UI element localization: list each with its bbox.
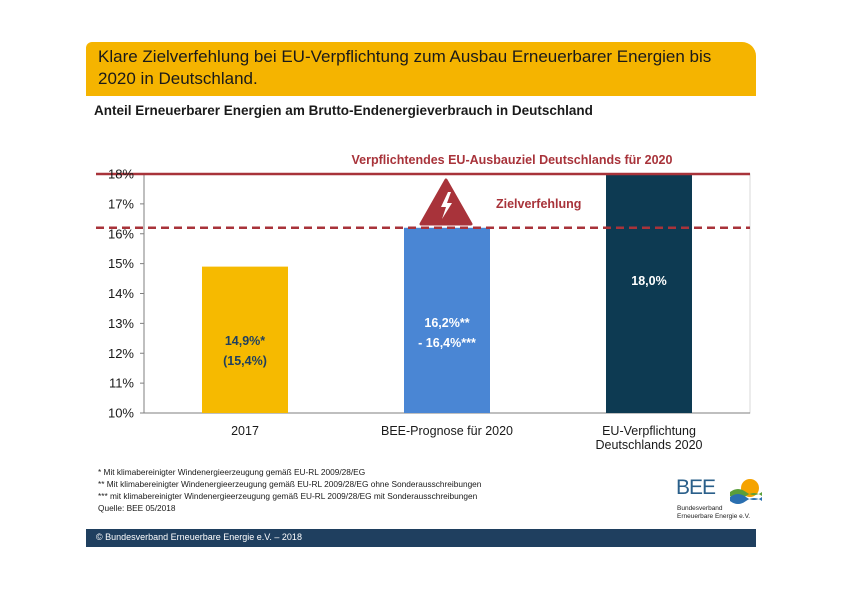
data-label: (15,4%) [223,354,267,368]
footnote-2: ** Mit klimabereinigter Windenergieerzeu… [98,479,482,489]
forecast-line-label: Zielverfehlung [496,197,581,211]
y-tick-label: 14% [108,286,134,301]
data-label: 14,9%* [225,334,265,348]
bee-logo: BEE Bundesverband Erneuerbare Energie e.… [676,476,766,526]
lightning-warning-triangle-icon [419,178,473,226]
bar [404,227,490,413]
y-tick-label: 16% [108,226,134,241]
x-tick-label: BEE-Prognose für 2020 [381,424,513,438]
y-tick-label: 17% [108,196,134,211]
y-tick-label: 18% [108,167,134,182]
data-label: 16,2%** [424,316,469,330]
page-title: Klare Zielverfehlung bei EU-Verpflichtun… [98,47,712,88]
lightning-bolt [441,192,452,219]
chart-subtitle: Anteil Erneuerbarer Energien am Brutto-E… [94,103,593,118]
footnote-3: *** mit klimabereinigter Windenergieerze… [98,491,478,501]
sun-wave-icon [730,479,762,504]
footer-copyright: © Bundesverband Erneuerbare Energie e.V.… [96,532,302,542]
footer-bar: © Bundesverband Erneuerbare Energie e.V.… [86,529,756,547]
x-tick-label: 2017 [231,424,259,438]
x-tick-label: EU-Verpflichtung [602,424,696,438]
x-tick-label: Deutschlands 2020 [595,438,702,452]
footnote-1: * Mit klimabereinigter Windenergieerzeug… [98,467,366,477]
bar [606,174,692,413]
header-banner [86,42,756,96]
y-tick-label: 13% [108,316,134,331]
target-line-label: Verpflichtendes EU-Ausbauziel Deutschlan… [352,153,673,167]
y-tick-label: 10% [108,406,134,421]
logo-subtext: Bundesverband Erneuerbare Energie e.V. [677,505,751,520]
y-tick-label: 11% [109,376,134,391]
bar [202,266,288,413]
y-tick-label: 15% [108,256,134,271]
footnotes: * Mit klimabereinigter Windenergieerzeug… [98,466,481,514]
y-tick-label: 12% [108,346,134,361]
footnote-source: Quelle: BEE 05/2018 [98,503,176,513]
bar-chart: 10% 11% 12% 13% 14% 15% 16% 17% 18% 2017 14,9%* (15… [96,153,751,452]
data-label: 18,0% [631,274,666,288]
logo-text: BEE [676,476,716,499]
data-label: - 16,4%*** [418,336,476,350]
